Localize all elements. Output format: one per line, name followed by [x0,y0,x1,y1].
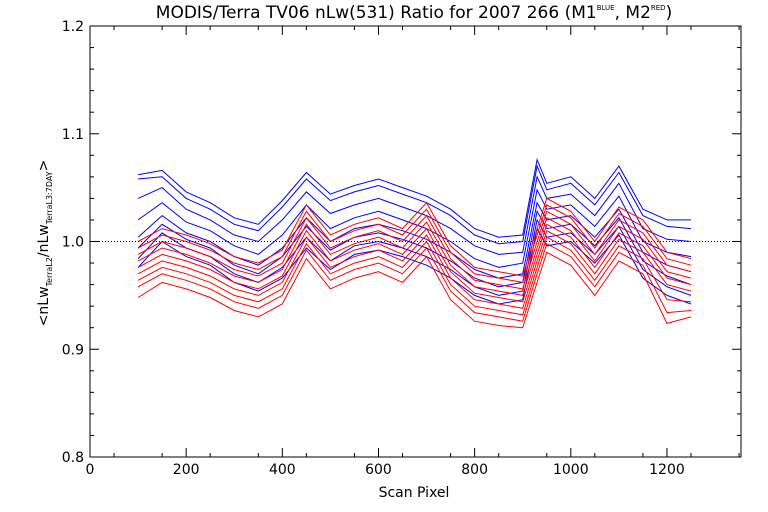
y-axis-label-open: <nLw [36,286,52,326]
series-line-m1-5 [137,201,692,279]
chart-title: MODIS/Terra TV06 nLw(531) Ratio for 2007… [156,3,672,23]
series-line-m1-8 [137,227,692,305]
series-line-m1-2 [138,164,692,245]
series-line-m1-1 [138,157,691,238]
y-axis-label-mid: /nLw [36,224,52,257]
series-line-m2-10 [137,204,692,283]
series-line-m2-16 [137,242,692,322]
chart-title-sep: , M2 [615,3,651,23]
series-line-m2-12 [137,217,692,296]
x-tick-label: 400 [269,462,296,478]
series-lines [137,157,692,329]
y-tick-label: 1.1 [62,127,84,143]
chart-title-m1-sup: BLUE [597,4,615,12]
x-tick-label: 0 [86,462,95,478]
chart-title-main: MODIS/Terra TV06 nLw(531) Ratio for 2007… [156,3,597,23]
y-tick-label: 0.9 [62,342,84,358]
x-tick-label: 200 [173,462,200,478]
y-axis-label: <nLwTerraL2/nLwTerraL3:7DAY> [36,160,54,327]
series-line-m1-7 [137,218,692,296]
x-tick-label: 1000 [553,462,589,478]
series-line-m2-14 [137,229,692,309]
x-tick-label: 600 [365,462,392,478]
chart-title-m2-sup: RED [651,4,666,12]
y-tick-label: 0.8 [62,450,84,466]
series-line-m2-13 [137,223,692,303]
series-line-m2-11 [137,210,692,290]
y-tick-label: 1.2 [62,19,84,35]
x-axis-label: Scan Pixel [379,485,450,501]
y-axis: 0.8 0.9 1.0 1.1 1.2 [62,19,741,466]
x-tick-label: 800 [461,462,488,478]
chart-title-close: ) [666,3,673,23]
y-axis-label-close: > [36,160,52,172]
x-tick-label: 1200 [649,462,685,478]
series-line-m2-17 [137,251,692,329]
y-tick-label: 1.0 [62,235,84,251]
x-axis: 0 200 400 600 800 1000 1200 [86,26,740,478]
y-axis-label-sub1: TerraL2 [45,257,54,287]
y-axis-label-sub2: TerraL3:7DAY [45,171,54,225]
